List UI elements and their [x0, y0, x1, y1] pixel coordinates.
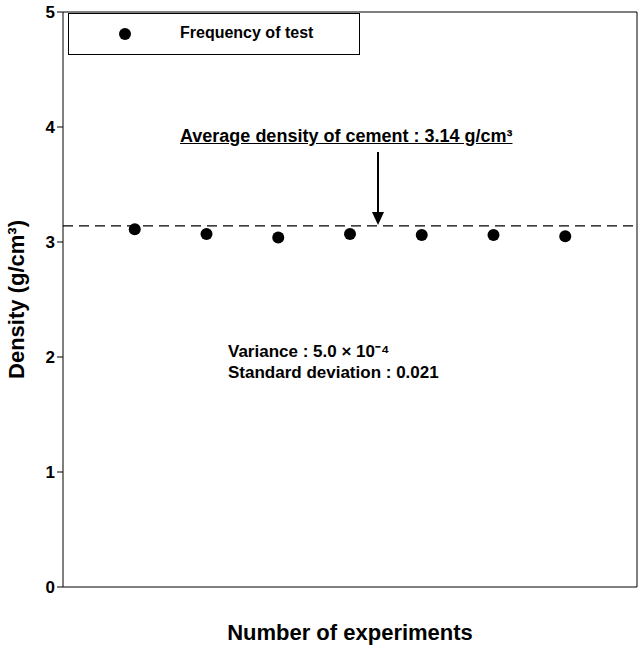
html-text:Frequency of test: Frequency of test: [180, 24, 314, 41]
html-text:Average density of cement : 3.: Average density of cement : 3.14 g/cm³: [180, 126, 513, 146]
svg-text:5: 5: [46, 3, 55, 22]
svg-text:4: 4: [46, 118, 56, 137]
svg-text:Density (g/cm³): Density (g/cm³): [8, 220, 29, 379]
svg-text:Number of experiments: Number of experiments: [227, 620, 473, 645]
svg-text:2: 2: [46, 348, 55, 367]
svg-text:3: 3: [46, 233, 55, 252]
svg-text:1: 1: [46, 463, 55, 482]
html-text:Variance : 5.0 × 10⁻⁴: Variance : 5.0 × 10⁻⁴: [228, 342, 390, 361]
html-text:Standard deviation : 0.021: Standard deviation : 0.021: [228, 363, 439, 382]
svg-text:0: 0: [46, 578, 55, 597]
